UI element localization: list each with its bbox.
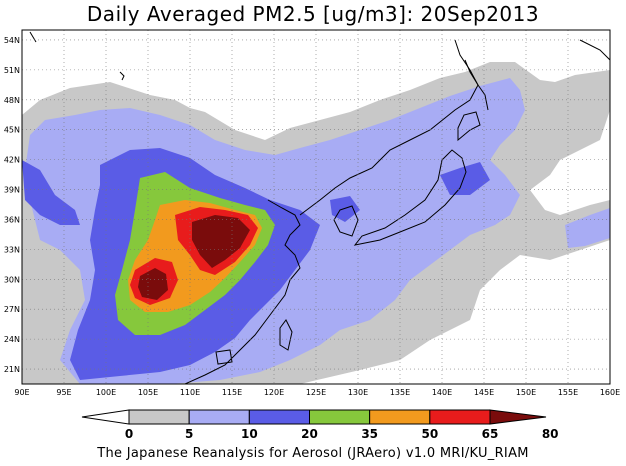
x-tick-label: 160E	[600, 388, 620, 397]
map-title: Daily Averaged PM2.5 [ug/m3]: 20Sep2013	[86, 2, 540, 26]
y-tick-label: 54N	[4, 36, 20, 45]
y-tick-label: 45N	[4, 126, 20, 135]
x-tick-label: 135E	[390, 388, 410, 397]
y-axis-labels: 21N 24N 27N 30N 33N 36N 39N 42N 45N 48N 51N 54N	[4, 36, 20, 374]
colorbar-level-label: 35	[361, 427, 378, 441]
x-tick-label: 145E	[474, 388, 494, 397]
colorbar-level-label: 50	[421, 427, 438, 441]
y-tick-label: 33N	[4, 245, 20, 254]
y-tick-label: 51N	[4, 66, 20, 75]
graticule	[22, 30, 610, 384]
credit-line: The Japanese Reanalysis for Aerosol (JRA…	[97, 446, 529, 461]
x-tick-label: 115E	[222, 388, 242, 397]
contour-20-35-d	[22, 160, 80, 225]
contour-10-20-b	[565, 208, 610, 248]
x-tick-label: 110E	[180, 388, 200, 397]
y-tick-label: 39N	[4, 186, 20, 195]
y-tick-label: 36N	[4, 215, 20, 224]
colorbar-left-arrow	[81, 409, 130, 425]
x-tick-label: 130E	[348, 388, 368, 397]
x-tick-label: 155E	[558, 388, 578, 397]
coastlines	[29, 31, 610, 384]
contour-20-35-c	[330, 196, 360, 222]
colorbar-level-label: 20	[301, 427, 318, 441]
x-tick-label: 90E	[14, 388, 29, 397]
x-tick-label: 150E	[516, 388, 536, 397]
y-tick-label: 21N	[4, 365, 20, 374]
y-tick-label: 48N	[4, 96, 20, 105]
x-tick-label: 120E	[264, 388, 284, 397]
colorbar: 0 5 10 20 35 50 65 80	[81, 409, 559, 441]
y-tick-label: 27N	[4, 305, 20, 314]
colorbar-level-label: 5	[185, 427, 193, 441]
colorbar-level-label: 10	[241, 427, 258, 441]
x-tick-label: 100E	[96, 388, 116, 397]
colorbar-swatch	[309, 409, 371, 425]
colorbar-level-label: 80	[542, 427, 559, 441]
x-tick-label: 140E	[432, 388, 452, 397]
contour-20-35-b	[440, 162, 490, 195]
y-tick-label: 24N	[4, 335, 20, 344]
colorbar-swatch	[188, 409, 250, 425]
plot-frame	[21, 29, 611, 385]
x-tick-label: 125E	[306, 388, 326, 397]
x-tick-label: 95E	[56, 388, 71, 397]
colorbar-swatch	[248, 409, 310, 425]
contour-80plus-b	[138, 268, 168, 300]
x-tick-label: 105E	[138, 388, 158, 397]
colorbar-level-label: 65	[482, 427, 499, 441]
y-tick-label: 42N	[4, 156, 20, 165]
colorbar-swatch	[369, 409, 431, 425]
y-tick-label: 30N	[4, 275, 20, 284]
colorbar-level-label: 0	[125, 427, 133, 441]
colorbar-swatch	[429, 409, 491, 425]
colorbar-right-arrow	[489, 409, 547, 425]
contour-80plus	[192, 215, 250, 268]
colorbar-swatch	[128, 409, 190, 425]
x-axis-labels: 90E 95E 100E 105E 110E 115E 120E 125E 130E 135E 14…	[14, 388, 620, 397]
